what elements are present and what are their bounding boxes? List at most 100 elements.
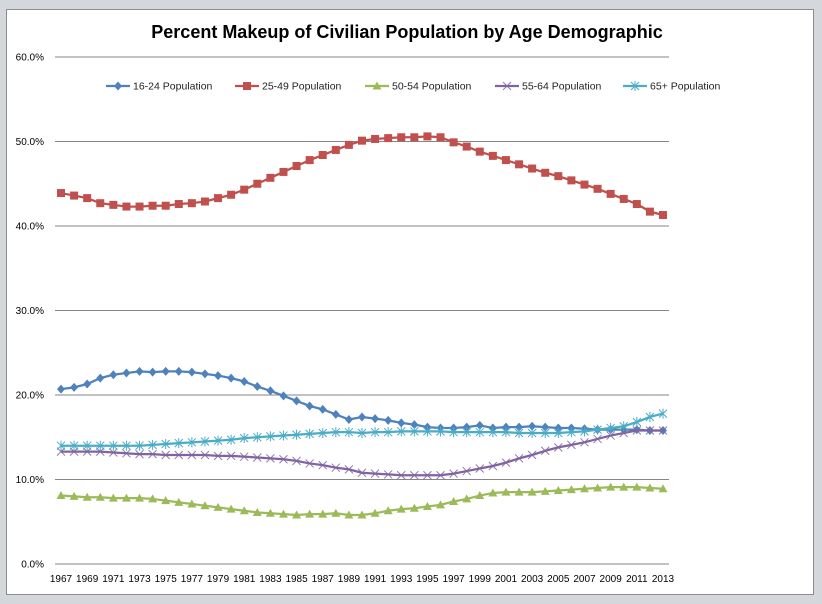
data-point [396,504,406,513]
data-point [109,200,118,209]
data-point [279,454,288,464]
data-point [658,408,668,419]
data-point [449,427,458,438]
data-point [279,391,288,401]
data-point [292,396,301,406]
data-point [122,202,131,211]
legend-label: 16-24 Population [133,81,213,93]
data-point [514,454,524,463]
data-point [422,502,432,511]
data-point [135,366,144,376]
legend-label: 55-64 Population [522,81,602,93]
data-point [252,432,262,443]
data-point [409,470,419,480]
data-point [227,373,236,383]
data-point [82,492,92,501]
data-point [226,504,236,513]
legend-marker [114,81,122,91]
data-point [305,509,315,518]
data-point [632,417,642,428]
data-point [436,426,445,437]
gridlines [55,56,669,565]
data-point [279,167,288,176]
data-point [174,200,183,209]
data-point [606,431,616,440]
data-point [580,437,589,447]
data-point [305,401,314,411]
data-point [226,451,236,461]
data-point [331,409,340,419]
data-point [239,506,249,515]
data-point [187,199,196,208]
data-point [383,470,393,479]
data-point [540,428,550,439]
data-point [252,453,262,462]
data-point [148,201,157,210]
data-point [239,452,249,462]
data-point [358,412,366,422]
data-point [239,433,249,444]
data-point [659,211,667,220]
y-tick-label: 30.0% [16,306,44,317]
data-point [527,450,537,460]
data-point [278,509,288,518]
data-point [279,430,288,441]
data-point [436,470,445,480]
data-point [567,440,576,450]
series-55-64-population [56,426,668,480]
data-point [148,367,157,377]
data-point [593,434,602,444]
y-tick-label: 10.0% [16,475,44,486]
data-point [423,470,432,480]
data-point [318,151,327,160]
data-point [344,510,354,519]
y-tick-label: 60.0% [16,53,44,64]
data-point [593,184,602,193]
data-point [200,436,210,447]
y-axis-ticks: 0.0% 10.0% 20.0% 30.0% 40.0% 50.0% 60.0% [16,53,44,571]
data-point [462,494,472,503]
data-point [318,404,327,414]
data-point [265,508,275,517]
data-point [593,424,602,435]
legend-marker [372,81,382,90]
x-tick-label: 2013 [652,574,675,585]
data-point [82,440,92,451]
data-point [331,463,341,473]
data-point [632,426,642,435]
data-point [331,508,341,517]
data-point [253,382,262,392]
legend-label: 65+ Population [650,81,721,93]
x-tick-label: 1991 [364,574,387,585]
data-point [161,496,171,505]
legend: 16-24 Population 25-49 Population 50-54 Po… [106,81,721,93]
data-point [344,465,354,474]
data-point [357,510,367,519]
data-point [553,428,563,439]
data-point [645,426,655,435]
data-point [567,427,576,438]
data-point [423,426,432,437]
data-point [580,426,589,437]
data-point [305,428,315,439]
data-point [501,427,511,438]
data-point [121,493,131,502]
data-point [371,134,380,143]
data-point [514,487,524,496]
x-tick-label: 1971 [102,574,125,585]
data-point [174,497,184,506]
data-point [161,439,171,450]
x-tick-label: 1995 [416,574,439,585]
data-point [567,176,576,185]
data-point [266,173,275,182]
x-tick-label: 2003 [521,574,544,585]
data-point [135,493,145,502]
x-tick-label: 1983 [259,574,282,585]
data-point [553,485,563,494]
data-point [527,487,537,496]
x-tick-label: 1987 [312,574,335,585]
data-point [449,138,458,147]
data-point [645,411,655,422]
data-point [200,450,210,460]
